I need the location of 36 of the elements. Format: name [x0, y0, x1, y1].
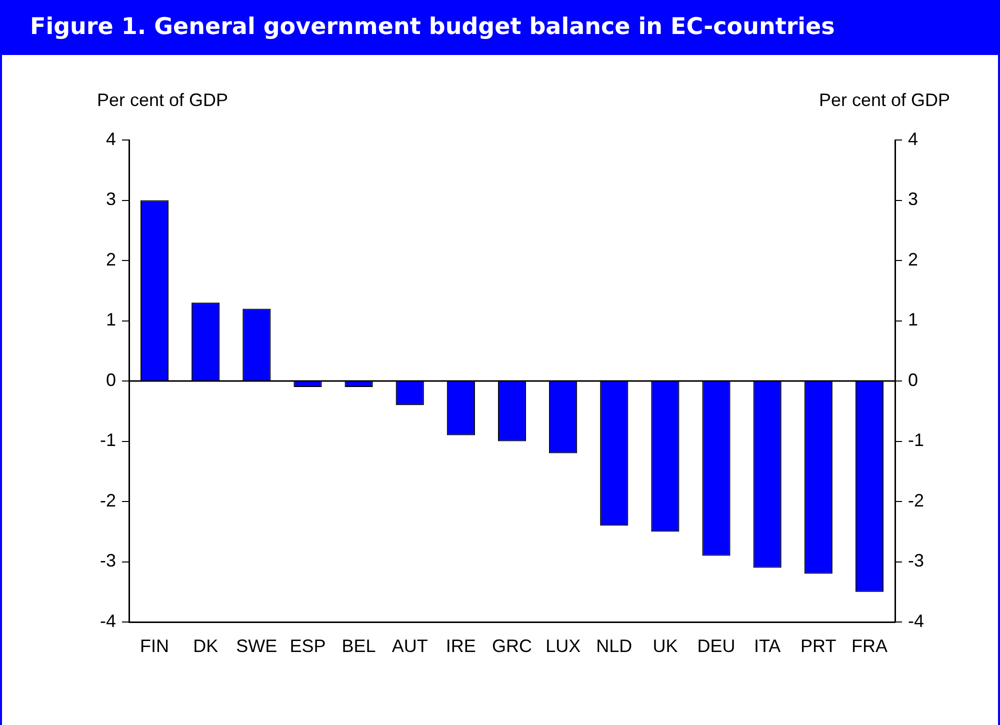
y2-tick-label: 0 — [908, 370, 918, 390]
x-tick-label: ITA — [754, 636, 781, 656]
y-tick-label: 1 — [106, 310, 116, 330]
y-axis-title: Per cent of GDP — [97, 90, 228, 111]
x-tick-label: ESP — [290, 636, 326, 656]
x-tick-label: NLD — [596, 636, 632, 656]
y-tick-label: 2 — [106, 249, 116, 270]
y2-tick-label: 2 — [908, 249, 918, 270]
y-tick-label: -4 — [100, 610, 116, 631]
y2-tick-label: -4 — [908, 610, 924, 631]
x-tick-label: DK — [193, 636, 218, 656]
x-tick-label: FRA — [851, 636, 888, 656]
y-tick-label: -1 — [100, 430, 116, 450]
y-tick-label: 0 — [106, 370, 116, 390]
x-tick-label: LUX — [546, 636, 581, 656]
y2-tick-label: 3 — [908, 189, 918, 210]
y-tick-label: -2 — [100, 490, 116, 510]
x-tick-label: BEL — [342, 636, 376, 656]
y-tick-label: 4 — [106, 128, 116, 149]
y2-tick-label: -2 — [908, 490, 924, 510]
y-tick-label: -3 — [100, 550, 116, 571]
y2-tick-label: 4 — [908, 128, 918, 149]
y2-tick-label: -3 — [908, 550, 924, 571]
x-tick-label: GRC — [492, 636, 532, 656]
y2-tick-label: 1 — [908, 310, 918, 330]
chart-title: Figure 1. General government budget balance in EC-countries — [2, 0, 998, 55]
x-tick-label: AUT — [392, 636, 428, 656]
x-tick-label: PRT — [800, 636, 836, 656]
y2-axis-title: Per cent of GDP — [818, 90, 950, 111]
y-tick-label: 3 — [106, 189, 116, 210]
x-tick-label: FIN — [140, 636, 170, 656]
x-tick-label: IRE — [446, 636, 476, 656]
x-tick-label: SWE — [236, 636, 278, 656]
x-tick-label: UK — [652, 636, 678, 656]
y2-tick-label: -1 — [908, 430, 924, 450]
x-tick-label: DEU — [697, 636, 736, 656]
